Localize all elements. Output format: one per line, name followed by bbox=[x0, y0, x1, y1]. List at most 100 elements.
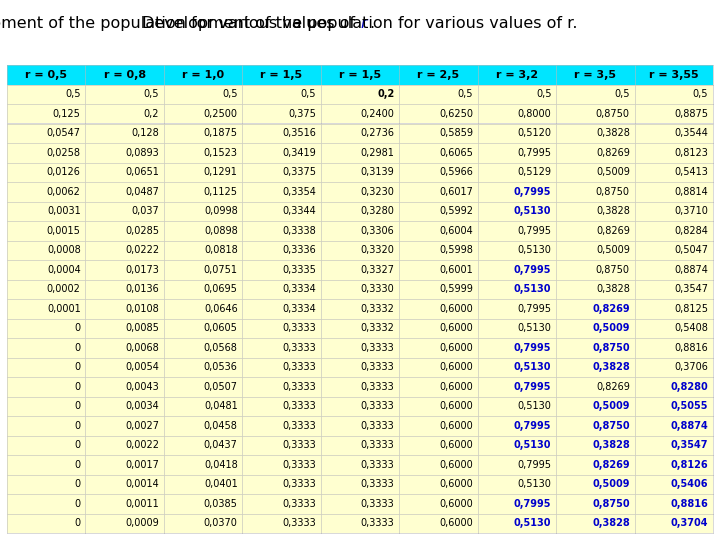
Text: 0,3338: 0,3338 bbox=[282, 226, 316, 236]
Text: 0,8126: 0,8126 bbox=[670, 460, 708, 470]
Text: 0,6017: 0,6017 bbox=[439, 187, 473, 197]
Text: 0,3333: 0,3333 bbox=[361, 480, 395, 489]
Text: r: r bbox=[360, 16, 366, 31]
Text: 0,5: 0,5 bbox=[536, 89, 552, 99]
Text: 0: 0 bbox=[75, 440, 81, 450]
Text: 0,0027: 0,0027 bbox=[125, 421, 159, 431]
Text: 0,8816: 0,8816 bbox=[670, 499, 708, 509]
Text: 0,7995: 0,7995 bbox=[514, 382, 552, 392]
Text: 0: 0 bbox=[75, 518, 81, 528]
Text: 0,0818: 0,0818 bbox=[204, 245, 238, 255]
Text: 0,5129: 0,5129 bbox=[518, 167, 552, 177]
Text: 0,0014: 0,0014 bbox=[125, 480, 159, 489]
Text: 0,6000: 0,6000 bbox=[439, 460, 473, 470]
Text: 0,3336: 0,3336 bbox=[282, 245, 316, 255]
Text: 0,037: 0,037 bbox=[132, 206, 159, 216]
Text: 0,3334: 0,3334 bbox=[282, 284, 316, 294]
Text: 0,5130: 0,5130 bbox=[518, 245, 552, 255]
Text: 0,6000: 0,6000 bbox=[439, 303, 473, 314]
Text: 0,5: 0,5 bbox=[222, 89, 238, 99]
Text: 0,1875: 0,1875 bbox=[204, 128, 238, 138]
Text: 0,0605: 0,0605 bbox=[204, 323, 238, 333]
Text: 0,8750: 0,8750 bbox=[596, 109, 630, 119]
Text: 0,3333: 0,3333 bbox=[361, 460, 395, 470]
Text: 0,0004: 0,0004 bbox=[47, 265, 81, 275]
Text: 0,0085: 0,0085 bbox=[125, 323, 159, 333]
Text: 0,0068: 0,0068 bbox=[125, 343, 159, 353]
Text: 0,2981: 0,2981 bbox=[361, 148, 395, 158]
Text: 0,0062: 0,0062 bbox=[47, 187, 81, 197]
Text: 0,1523: 0,1523 bbox=[204, 148, 238, 158]
Text: 0,0536: 0,0536 bbox=[204, 362, 238, 372]
Text: 0,0401: 0,0401 bbox=[204, 480, 238, 489]
Text: 0,5009: 0,5009 bbox=[593, 480, 630, 489]
Text: 0: 0 bbox=[75, 480, 81, 489]
Text: 0,3333: 0,3333 bbox=[361, 499, 395, 509]
Text: 0,6250: 0,6250 bbox=[439, 109, 473, 119]
Text: 0,6000: 0,6000 bbox=[439, 421, 473, 431]
Text: 0: 0 bbox=[75, 421, 81, 431]
Text: 0,7995: 0,7995 bbox=[514, 265, 552, 275]
Text: 0,5130: 0,5130 bbox=[514, 362, 552, 372]
Text: 0,3230: 0,3230 bbox=[361, 187, 395, 197]
Text: 0,3333: 0,3333 bbox=[282, 401, 316, 411]
Text: 0: 0 bbox=[75, 499, 81, 509]
Text: 0,3333: 0,3333 bbox=[282, 421, 316, 431]
Text: 0,125: 0,125 bbox=[53, 109, 81, 119]
Text: 0,6000: 0,6000 bbox=[439, 362, 473, 372]
Text: 0,375: 0,375 bbox=[288, 109, 316, 119]
Text: 0: 0 bbox=[75, 460, 81, 470]
Text: 0,2: 0,2 bbox=[144, 109, 159, 119]
Text: 0,0054: 0,0054 bbox=[125, 362, 159, 372]
Text: 0,0898: 0,0898 bbox=[204, 226, 238, 236]
Text: 0,5998: 0,5998 bbox=[439, 245, 473, 255]
Text: 0,3333: 0,3333 bbox=[361, 343, 395, 353]
Text: 0,6000: 0,6000 bbox=[439, 440, 473, 450]
Text: 0,8750: 0,8750 bbox=[593, 499, 630, 509]
Text: 0,0136: 0,0136 bbox=[125, 284, 159, 294]
Text: 0,3547: 0,3547 bbox=[671, 440, 708, 450]
Text: 0,3547: 0,3547 bbox=[675, 284, 708, 294]
Text: 0,7995: 0,7995 bbox=[514, 187, 552, 197]
Text: 0,5009: 0,5009 bbox=[596, 245, 630, 255]
Text: 0,3354: 0,3354 bbox=[282, 187, 316, 197]
Text: 0,3280: 0,3280 bbox=[361, 206, 395, 216]
Text: 0,5047: 0,5047 bbox=[675, 245, 708, 255]
Text: 0,7995: 0,7995 bbox=[514, 421, 552, 431]
Text: 0,0001: 0,0001 bbox=[47, 303, 81, 314]
Text: 0,2400: 0,2400 bbox=[361, 109, 395, 119]
Text: 0,6000: 0,6000 bbox=[439, 323, 473, 333]
Text: 0,5: 0,5 bbox=[614, 89, 630, 99]
Text: 0,0893: 0,0893 bbox=[125, 148, 159, 158]
Text: 0,3828: 0,3828 bbox=[592, 362, 630, 372]
Text: 0,3332: 0,3332 bbox=[361, 323, 395, 333]
Text: 0,3710: 0,3710 bbox=[675, 206, 708, 216]
Text: 0,5: 0,5 bbox=[693, 89, 708, 99]
Text: 0,3333: 0,3333 bbox=[361, 401, 395, 411]
Text: 0,7995: 0,7995 bbox=[518, 148, 552, 158]
Text: 0,0017: 0,0017 bbox=[125, 460, 159, 470]
Text: 0,8125: 0,8125 bbox=[675, 303, 708, 314]
Text: 0,6000: 0,6000 bbox=[439, 480, 473, 489]
Text: 0,7995: 0,7995 bbox=[518, 226, 552, 236]
Text: 0,5009: 0,5009 bbox=[593, 323, 630, 333]
Text: 0,3333: 0,3333 bbox=[361, 518, 395, 528]
Text: 0,0418: 0,0418 bbox=[204, 460, 238, 470]
Text: 0,3334: 0,3334 bbox=[282, 303, 316, 314]
Text: 0,2500: 0,2500 bbox=[204, 109, 238, 119]
Text: 0,8750: 0,8750 bbox=[596, 187, 630, 197]
Text: r = 3,5: r = 3,5 bbox=[575, 70, 616, 80]
Text: 0,2: 0,2 bbox=[377, 89, 395, 99]
Text: 0,8284: 0,8284 bbox=[675, 226, 708, 236]
Text: 0,5009: 0,5009 bbox=[596, 167, 630, 177]
Text: 0,1125: 0,1125 bbox=[204, 187, 238, 197]
Text: 0,5055: 0,5055 bbox=[671, 401, 708, 411]
Text: 0,3333: 0,3333 bbox=[282, 499, 316, 509]
Text: 0,3333: 0,3333 bbox=[282, 362, 316, 372]
Text: 0: 0 bbox=[75, 343, 81, 353]
Text: 0,5406: 0,5406 bbox=[671, 480, 708, 489]
Text: 0,5130: 0,5130 bbox=[518, 401, 552, 411]
Text: 0,5992: 0,5992 bbox=[439, 206, 473, 216]
Text: 0,5130: 0,5130 bbox=[514, 206, 552, 216]
Text: 0,6000: 0,6000 bbox=[439, 401, 473, 411]
